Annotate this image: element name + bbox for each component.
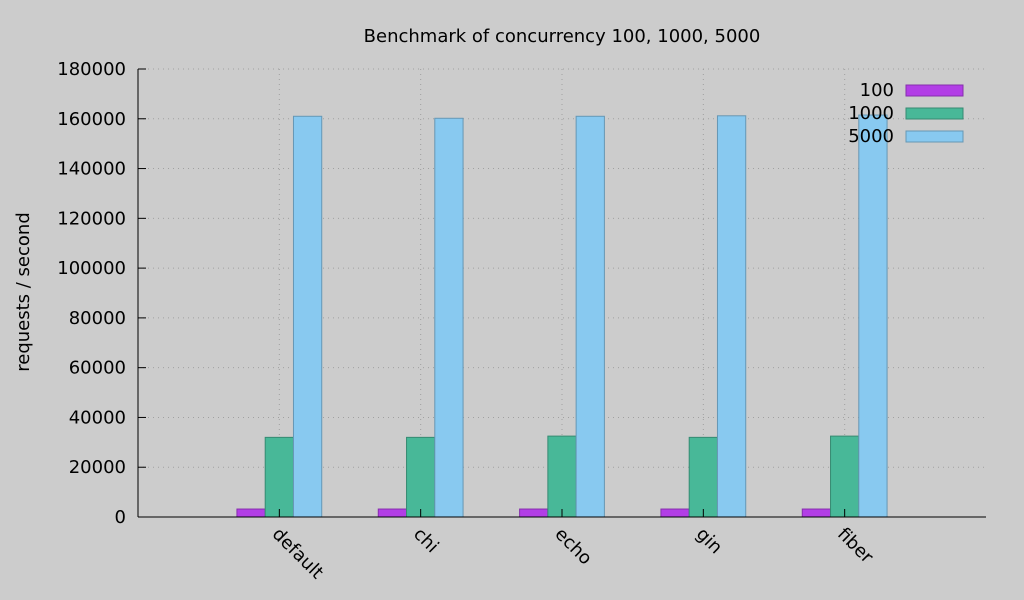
legend-swatch [905, 84, 964, 97]
x-tick-label: gin [692, 524, 727, 559]
y-tick-label: 60000 [69, 358, 126, 379]
bar-fiber-1000 [830, 435, 860, 518]
y-tick-label: 100000 [57, 258, 126, 279]
legend-swatch [905, 130, 964, 143]
bar-gin-100 [660, 508, 690, 518]
bar-default-1000 [264, 436, 294, 518]
bar-chi-1000 [406, 436, 436, 518]
bar-chi-5000 [434, 117, 464, 518]
legend-label: 1000 [848, 103, 894, 124]
bar-echo-100 [519, 508, 549, 518]
y-tick-label: 80000 [69, 308, 126, 329]
y-tick-labels: 0 20000 40000 60000 80000 100000 120000 140000 1… [57, 59, 126, 528]
bar-fiber-5000 [858, 114, 888, 518]
y-tick-label: 180000 [57, 59, 126, 80]
x-tick-labels: default chi echo gin fiber [268, 524, 878, 584]
axes [137, 68, 986, 518]
y-tick-label: 0 [115, 507, 126, 528]
y-tick-label: 20000 [69, 457, 126, 478]
y-tick-label: 120000 [57, 208, 126, 229]
bar-echo-1000 [547, 435, 577, 518]
y-tick-label: 40000 [69, 407, 126, 428]
chart-title: Benchmark of concurrency 100, 1000, 5000 [364, 26, 761, 47]
y-tick-label: 140000 [57, 159, 126, 180]
bar-fiber-100 [801, 508, 832, 518]
legend-swatch [905, 107, 964, 120]
bar-gin-5000 [716, 115, 747, 518]
y-tick-label: 160000 [57, 109, 126, 130]
x-tick-label: default [268, 524, 328, 584]
bar-chi-100 [377, 508, 408, 518]
bar-echo-5000 [575, 115, 605, 518]
bar-default-5000 [292, 115, 323, 518]
bars-group [236, 114, 888, 518]
y-axis-label: requests / second [13, 212, 34, 372]
x-tick-label: echo [550, 524, 596, 570]
x-tick-label: fiber [833, 524, 877, 568]
bar-gin-1000 [688, 436, 718, 518]
legend-label: 5000 [848, 126, 894, 147]
x-tick-label: chi [409, 524, 442, 557]
bar-default-100 [236, 508, 266, 518]
legend-label: 100 [860, 80, 894, 101]
